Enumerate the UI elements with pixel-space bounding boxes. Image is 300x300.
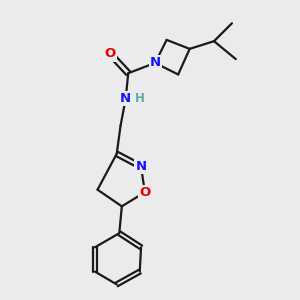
Text: N: N — [150, 56, 161, 69]
Text: N: N — [136, 160, 147, 173]
Text: N: N — [120, 92, 131, 105]
Text: O: O — [105, 47, 116, 61]
Text: O: O — [139, 186, 151, 199]
Text: H: H — [135, 92, 145, 105]
